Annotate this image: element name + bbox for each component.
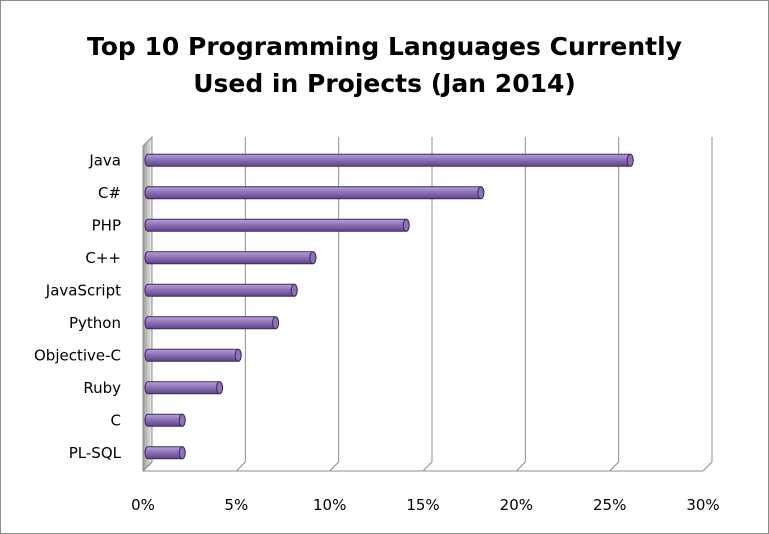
- bar: [144, 316, 280, 330]
- category-label: C: [111, 411, 121, 429]
- bar: [144, 251, 317, 265]
- x-tick-label: 20%: [500, 496, 533, 514]
- bar-end-cap: [402, 218, 410, 232]
- gridline-floor: [422, 461, 433, 472]
- category-label: C#: [98, 184, 121, 202]
- bar-end-cap: [477, 186, 485, 200]
- gridline-floor: [235, 461, 246, 472]
- bar: [144, 186, 485, 200]
- chart-title-line-1: Top 10 Programming Languages Currently: [87, 32, 682, 61]
- bar: [144, 348, 242, 362]
- gridline-floor: [609, 461, 620, 472]
- category-label: Java: [88, 151, 121, 169]
- bar-end-cap: [234, 348, 242, 362]
- category-label: PHP: [92, 216, 121, 234]
- gridline-floor: [515, 461, 526, 472]
- category-label: Ruby: [83, 379, 121, 397]
- bar-end-cap: [290, 283, 298, 297]
- bar: [144, 283, 298, 297]
- bar-end-cap: [626, 153, 634, 167]
- gridline-floor: [702, 461, 713, 472]
- x-tick-label: 0%: [131, 496, 155, 514]
- x-tick-label: 30%: [686, 496, 719, 514]
- bar-end-cap: [178, 413, 186, 427]
- bar-end-cap: [178, 446, 186, 460]
- category-label: Objective-C: [34, 346, 121, 364]
- x-tick-label: 5%: [224, 496, 248, 514]
- bar: [144, 381, 224, 395]
- bar-end-cap: [272, 316, 280, 330]
- category-label: C++: [85, 249, 121, 267]
- gridline-floor: [329, 461, 340, 472]
- bar: [144, 218, 410, 232]
- category-label: PL-SQL: [69, 444, 122, 462]
- x-tick-label: 15%: [406, 496, 439, 514]
- chart-title-line-2: Used in Projects (Jan 2014): [193, 69, 576, 98]
- bar-end-cap: [216, 381, 224, 395]
- category-label: Python: [69, 314, 121, 332]
- bar-end-cap: [309, 251, 317, 265]
- category-label: JavaScript: [45, 281, 121, 299]
- chart-title: Top 10 Programming Languages Currently U…: [0, 28, 769, 102]
- bar: [144, 153, 634, 167]
- x-tick-label: 10%: [313, 496, 346, 514]
- x-tick-label: 25%: [593, 496, 626, 514]
- gridline-floor: [142, 461, 153, 472]
